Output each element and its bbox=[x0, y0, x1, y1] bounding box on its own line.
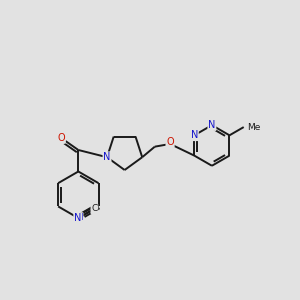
Text: N: N bbox=[208, 120, 216, 130]
Text: N: N bbox=[74, 213, 82, 224]
Text: O: O bbox=[166, 136, 174, 147]
Text: O: O bbox=[57, 133, 65, 143]
Text: N: N bbox=[190, 130, 198, 140]
Text: C: C bbox=[91, 204, 98, 213]
Text: Me: Me bbox=[247, 123, 261, 132]
Text: N: N bbox=[103, 152, 111, 162]
Text: N: N bbox=[76, 213, 83, 222]
